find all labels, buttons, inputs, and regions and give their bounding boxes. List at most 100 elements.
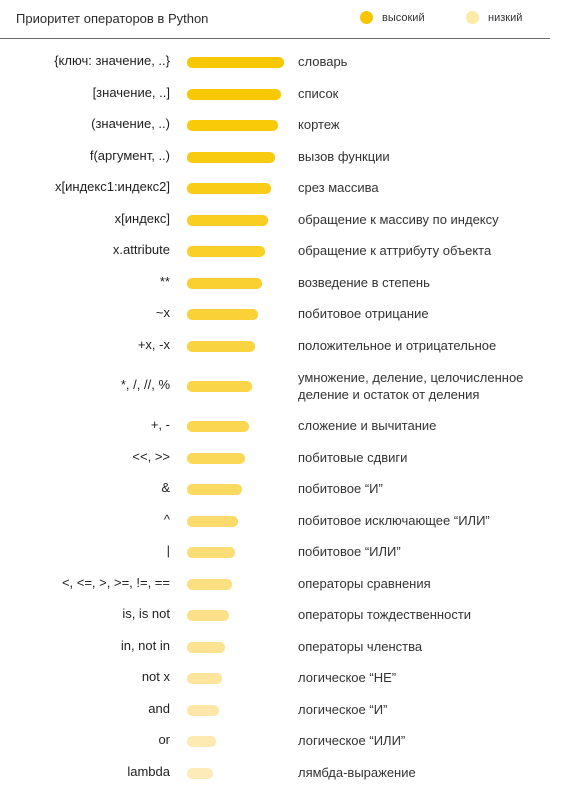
operator-label: +, -: [150, 417, 170, 432]
operator-label: {ключ: значение, ..}: [54, 53, 170, 68]
list-item: ** возведение в степень: [0, 274, 566, 306]
operator-label: and: [148, 700, 170, 716]
operator-description: положительное и отрицательное: [298, 337, 497, 353]
list-item: | побитовое “ИЛИ”: [0, 543, 566, 575]
operator-label: or: [158, 732, 170, 747]
precedence-bar: [187, 183, 271, 194]
operator-label: +x, -x: [137, 336, 170, 352]
precedence-bar: [187, 277, 262, 289]
precedence-bar: [187, 452, 245, 464]
list-item: & побитовое “И”: [0, 480, 566, 512]
legend-high-swatch: [360, 11, 373, 24]
operator-label: x.attribute: [112, 242, 170, 257]
operator-description: логическое “НЕ”: [298, 670, 397, 685]
list-item: or логическое “ИЛИ”: [0, 732, 566, 764]
precedence-bar: [187, 610, 229, 621]
list-item: *, /, //, % умножение, деление, целочисле…: [0, 368, 566, 417]
operator-label: lambda: [127, 763, 170, 779]
operator-description: операторы тождественности: [298, 607, 472, 622]
legend-low: низкий: [466, 11, 522, 24]
list-item: lambda лямбда-выражение: [0, 764, 566, 795]
operator-label: x[индекс]: [114, 210, 170, 226]
operator-description: вызов функции: [298, 148, 390, 164]
legend-low-swatch: [466, 11, 479, 24]
operator-description: операторы членства: [298, 638, 423, 654]
precedence-bar: [187, 309, 258, 320]
list-item: ^ побитовое исключающее “ИЛИ”: [0, 512, 566, 544]
operator-label: f(аргумент, ..): [89, 147, 170, 163]
list-item: not x логическое “НЕ”: [0, 669, 566, 701]
operator-description: список: [298, 85, 339, 101]
list-item: x[индекс] обращение к массиву по индексу: [0, 211, 566, 243]
precedence-bar: [187, 578, 232, 590]
precedence-bar: [187, 704, 219, 716]
legend-high-label: высокий: [382, 11, 425, 24]
precedence-bar: [187, 57, 284, 68]
list-item: and логическое “И”: [0, 701, 566, 733]
page-title: Приоритет операторов в Python: [16, 11, 209, 26]
legend-low-label: низкий: [488, 11, 523, 24]
header: Приоритет операторов в Python высокий ни…: [0, 0, 550, 39]
operator-description: обращение к массиву по индексу: [298, 211, 499, 227]
operator-description: операторы сравнения: [298, 575, 431, 591]
operator-label: (значение, ..): [91, 116, 170, 131]
list-item: ~x побитовое отрицание: [0, 305, 566, 337]
list-item: +, - сложение и вычитание: [0, 417, 566, 449]
list-item: <, <=, >, >=, !=, == операторы сравнения: [0, 575, 566, 607]
list-item: (значение, ..) кортеж: [0, 116, 566, 148]
operator-description: логическое “ИЛИ”: [298, 733, 406, 748]
operator-description: сложение и вычитание: [298, 418, 437, 433]
precedence-bar: [187, 484, 242, 495]
operator-description: срез массива: [298, 180, 379, 195]
precedence-bar: [187, 214, 268, 226]
list-item: <<, >> побитовые сдвиги: [0, 449, 566, 481]
list-item: +x, -x положительное и отрицательное: [0, 337, 566, 369]
precedence-bar: [187, 120, 278, 131]
list-item: in, not in операторы членства: [0, 638, 566, 670]
operator-label: not x: [141, 669, 170, 684]
precedence-bar: [187, 673, 222, 684]
operator-description: обращение к аттрибуту объекта: [298, 243, 492, 258]
list-item: x.attribute обращение к аттрибуту объекта: [0, 242, 566, 274]
operator-label: **: [159, 273, 170, 289]
operator-description: побитовое отрицание: [298, 306, 429, 321]
operator-label: |: [166, 543, 170, 558]
operator-label: <, <=, >, >=, !=, ==: [61, 574, 170, 590]
operator-description: побитовое исключающее “ИЛИ”: [298, 512, 490, 528]
precedence-bar: [187, 88, 281, 100]
operator-label: in, not in: [120, 637, 170, 653]
precedence-bar: [187, 547, 235, 558]
operator-description: кортеж: [298, 117, 340, 132]
precedence-bar: [187, 340, 255, 352]
precedence-bar: [187, 641, 225, 653]
operator-label: <<, >>: [132, 448, 170, 464]
operator-description: словарь: [298, 54, 348, 69]
operator-description: умножение, деление, целочисленное делени…: [298, 370, 524, 402]
operator-label: *, /, //, %: [120, 377, 170, 392]
operator-description: побитовое “И”: [298, 481, 383, 496]
operator-description: лямбда-выражение: [298, 764, 416, 780]
operator-label: ~x: [155, 305, 170, 320]
operator-description: побитовое “ИЛИ”: [298, 544, 401, 559]
precedence-bar: [187, 246, 265, 257]
list-item: f(аргумент, ..) вызов функции: [0, 148, 566, 180]
precedence-bar: [187, 767, 213, 779]
precedence-bar: [187, 151, 275, 163]
operator-label: [значение, ..]: [92, 84, 170, 100]
list-item: x[индекс1:индекс2] срез массива: [0, 179, 566, 211]
operator-label: ^: [163, 511, 170, 527]
precedence-bar: [187, 736, 216, 747]
list-item: is, is not операторы тождественности: [0, 606, 566, 638]
operator-label: is, is not: [122, 606, 170, 621]
legend-high: высокий: [360, 11, 425, 24]
list-item: {ключ: значение, ..} словарь: [0, 53, 566, 85]
operator-label: x[индекс1:индекс2]: [55, 179, 170, 194]
operator-description: побитовые сдвиги: [298, 449, 408, 465]
list-item: [значение, ..] список: [0, 85, 566, 117]
operator-description: логическое “И”: [298, 701, 388, 717]
precedence-bar: [187, 515, 238, 527]
operator-description: возведение в степень: [298, 274, 430, 290]
precedence-bar: [187, 381, 252, 392]
precedence-bar: [187, 421, 249, 432]
operator-label: &: [161, 480, 170, 495]
